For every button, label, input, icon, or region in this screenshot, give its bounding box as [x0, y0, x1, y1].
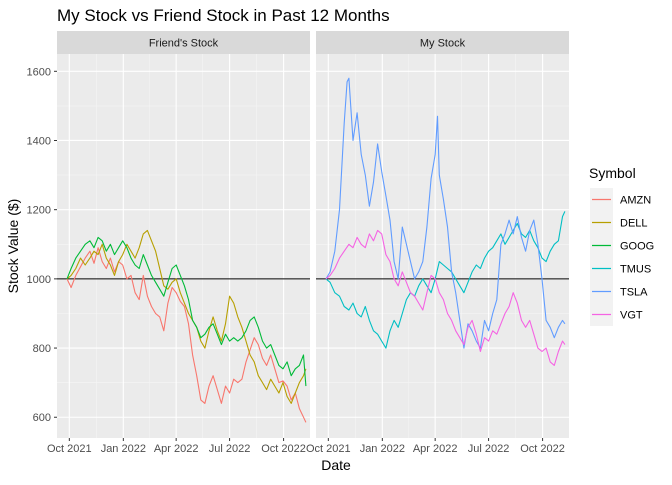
y-axis: 600 800 1000 1200 1400 1600: [27, 66, 57, 424]
legend-label-dell: DELL: [620, 218, 648, 230]
panel-my-stock: My Stock: [316, 31, 569, 438]
x-tick-label: Oct 2021: [47, 443, 92, 455]
legend: Symbol AMZN DELL GOOG TMUS TSLA VGT: [589, 165, 654, 326]
series-line-tsla: [325, 77, 566, 349]
y-tick-label: 1000: [27, 274, 51, 286]
x-tick-label: Oct 2022: [261, 443, 306, 455]
legend-label-amzn: AMZN: [620, 195, 651, 207]
strip-background: [316, 31, 569, 54]
series-line-goog: [66, 236, 307, 387]
y-tick-label: 1600: [27, 66, 51, 78]
x-tick-label: Jul 2022: [209, 443, 251, 455]
x-tick-label: Oct 2021: [306, 443, 351, 455]
x-tick-label: Apr 2022: [154, 443, 199, 455]
y-tick-label: 800: [33, 343, 51, 355]
x-axis-title: Date: [321, 457, 351, 473]
series-line-vgt: [325, 229, 566, 366]
x-tick-label: Oct 2022: [520, 443, 565, 455]
legend-label-tsla: TSLA: [620, 287, 648, 299]
x-tick-label: Apr 2022: [413, 443, 458, 455]
panel-friends-stock: Friend's Stock: [57, 31, 310, 438]
legend-title: Symbol: [589, 165, 636, 181]
panel-background: [57, 31, 310, 438]
chart-title: My Stock vs Friend Stock in Past 12 Mont…: [57, 6, 390, 25]
x-axis: Oct 2021 Jan 2022 Apr 2022 Jul 2022 Oct 2022…: [47, 438, 565, 455]
legend-label-vgt: VGT: [620, 310, 643, 322]
y-axis-title: Stock Value ($): [5, 199, 21, 294]
x-tick-label: Jul 2022: [468, 443, 510, 455]
strip-label: My Stock: [420, 38, 466, 50]
legend-label-goog: GOOG: [620, 241, 654, 253]
legend-label-tmus: TMUS: [620, 264, 651, 276]
x-tick-label: Jan 2022: [360, 443, 405, 455]
series-line-dell: [66, 229, 307, 404]
strip-label: Friend's Stock: [149, 38, 219, 50]
x-tick-label: Jan 2022: [101, 443, 146, 455]
y-tick-label: 1200: [27, 205, 51, 217]
y-tick-label: 600: [33, 412, 51, 424]
series-line-amzn: [66, 247, 307, 423]
strip-background: [57, 31, 310, 54]
series-line-tmus: [325, 211, 566, 349]
y-tick-label: 1400: [27, 135, 51, 147]
